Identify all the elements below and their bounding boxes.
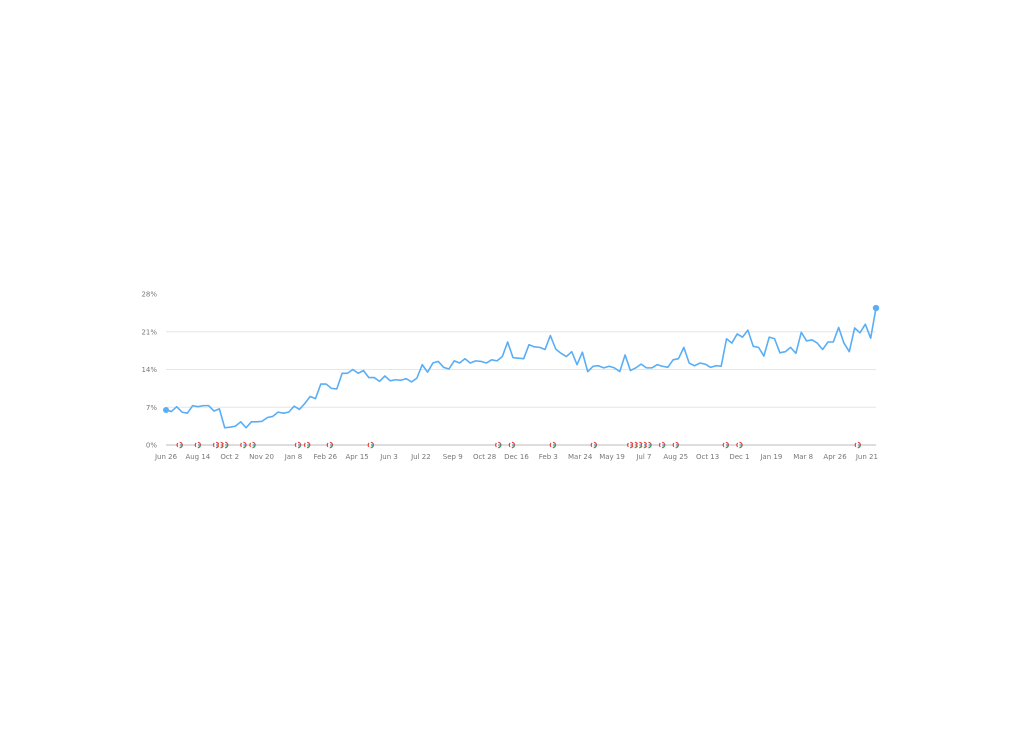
x-tick-label: Dec 16 [504, 453, 529, 461]
x-tick-label: Jul 7 [635, 453, 651, 461]
x-tick-label: Jun 21 [855, 453, 878, 461]
x-tick-label: Feb 3 [539, 453, 558, 461]
x-tick-label: Sep 9 [443, 453, 463, 461]
x-tick-label: Jun 26 [154, 453, 178, 461]
x-tick-label: Jul 22 [410, 453, 431, 461]
x-tick-label: Apr 26 [823, 453, 847, 461]
x-tick-label: Jun 3 [379, 453, 398, 461]
x-tick-label: Nov 20 [249, 453, 274, 461]
google-update-icon[interactable]: May 26 [854, 441, 862, 449]
google-update-icon[interactable]: May 7 [367, 441, 375, 449]
y-tick-label: 28% [141, 291, 157, 299]
series-line [165, 307, 877, 429]
x-tick-label: Jan 8 [284, 453, 302, 461]
google-update-icon[interactable]: Jul 29 [658, 441, 666, 449]
x-tick-label: Oct 2 [220, 453, 239, 461]
google-update-icon[interactable]: Oct 23 [240, 441, 247, 449]
x-tick-label: Aug 25 [663, 453, 688, 461]
x-tick-label: Jan 19 [759, 453, 782, 461]
google-update-icon[interactable]: Apr 15 [590, 441, 598, 449]
google-update-icon[interactable]: Aug 14 [194, 441, 202, 449]
y-tick-label: 7% [146, 404, 157, 412]
google-update-icon[interactable]: Jul 17 [176, 441, 183, 449]
x-tick-label: Mar 24 [568, 453, 593, 461]
google-update-icon[interactable]: Mar 5 [326, 441, 334, 449]
google-update-icon[interactable]: Nov 6 [249, 441, 256, 449]
x-tick-label: Dec 1 [729, 453, 749, 461]
x-tick-label: May 19 [599, 453, 625, 461]
google-update-icon[interactable]: Nov 19 [494, 441, 502, 449]
x-tick-label: Oct 28 [473, 453, 496, 461]
google-update-icon[interactable]: Nov 25 [736, 441, 743, 449]
google-update-icon[interactable]: Jan 15 [294, 441, 302, 449]
x-tick-label: Mar 8 [793, 453, 813, 461]
google-update-icon[interactable]: Jan 29 [303, 441, 311, 449]
google-update-icon[interactable]: Nov 4 [722, 441, 730, 449]
x-tick-label: Apr 15 [346, 453, 369, 461]
y-tick-label: 14% [141, 366, 157, 374]
google-update-icon[interactable]: Feb 11 [549, 441, 557, 449]
y-tick-label: 21% [141, 328, 157, 336]
end-point-marker [872, 304, 880, 312]
x-tick-label: Aug 14 [185, 453, 210, 461]
google-update-icon[interactable]: Dec 10 [508, 441, 516, 449]
google-update-icon[interactable]: Sep 25 [221, 441, 229, 449]
y-tick-label: 0% [146, 442, 157, 450]
x-tick-label: Feb 26 [314, 453, 338, 461]
google-update-icon[interactable]: Aug 19 [672, 441, 679, 449]
x-tick-label: Oct 13 [696, 453, 719, 461]
google-update-icon[interactable]: Jul 8 [645, 441, 652, 449]
start-point-marker [163, 406, 169, 413]
